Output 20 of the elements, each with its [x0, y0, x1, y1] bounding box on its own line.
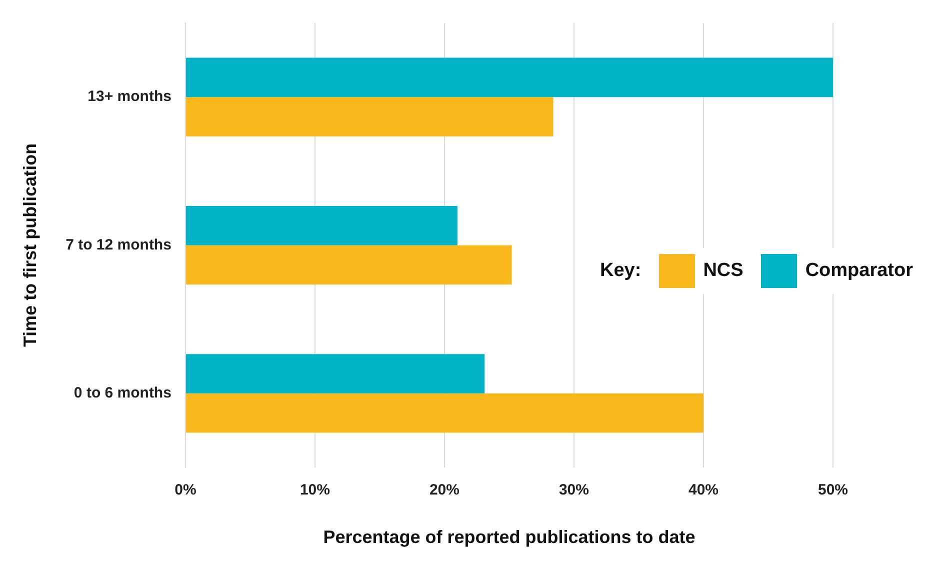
bar [186, 245, 512, 284]
bar [186, 393, 704, 433]
legend-label: NCS [703, 260, 744, 282]
bar [186, 97, 554, 136]
x-tick-label: 50% [818, 482, 848, 499]
y-tick-label: 0 to 6 months [74, 384, 172, 402]
x-tick-label: 20% [429, 482, 460, 499]
y-axis-title: Time to first publication [20, 143, 40, 348]
x-tick-label: 40% [688, 482, 719, 499]
legend-title: Key: [600, 260, 642, 282]
x-axis-title: Percentage of reported publications to date [323, 527, 696, 548]
legend-label: Comparator [805, 260, 913, 282]
y-tick-label: 13+ months [88, 88, 172, 106]
x-tick-label: 30% [558, 482, 589, 499]
y-tick-label: 7 to 12 months [66, 236, 172, 254]
bar [186, 206, 458, 246]
bar [186, 354, 485, 394]
bar [186, 58, 833, 98]
x-tick-label: 10% [300, 482, 330, 499]
x-tick-label: 0% [174, 482, 196, 499]
